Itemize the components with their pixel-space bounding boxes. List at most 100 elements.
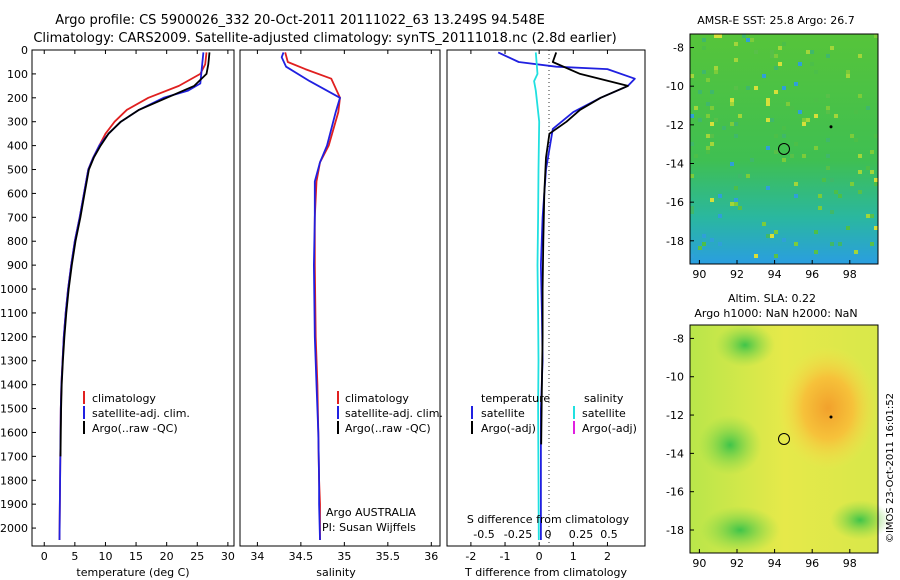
depth-tick-label: 1800 xyxy=(0,474,28,487)
lat-tick-label: -8 xyxy=(673,332,684,345)
sst-pixel xyxy=(858,94,862,98)
sst-pixel xyxy=(774,54,778,58)
float-owner-label: Argo AUSTRALIA xyxy=(326,506,416,519)
sst-pixel xyxy=(766,102,770,106)
sst-pixel xyxy=(790,106,794,110)
s-tick-label: 0.5 xyxy=(600,528,618,541)
sst-pixel xyxy=(858,154,862,158)
lon-tick-label: 96 xyxy=(805,268,819,281)
sla-ticks: 90 92 94 96 98 -8 -10 -12 -14 -16 -18 xyxy=(666,332,857,570)
sst-pixel xyxy=(794,194,798,198)
s-tick-label: -0.25 xyxy=(504,528,532,541)
sla-map: Altim. SLA: 0.22 Argo h1000: NaN h2000: … xyxy=(666,292,890,570)
sst-pixel xyxy=(702,242,706,246)
lon-tick-label: 96 xyxy=(805,557,819,570)
sst-pixel xyxy=(806,50,810,54)
sst-pixel xyxy=(710,238,714,242)
series-line xyxy=(540,52,629,445)
sst-pixel xyxy=(846,74,850,78)
series-line xyxy=(58,52,208,541)
track-dot xyxy=(829,415,833,419)
depth-tick-label: 400 xyxy=(7,140,28,153)
depth-tick-label: 200 xyxy=(7,92,28,105)
legend-label-climatology: climatology xyxy=(92,392,156,405)
lon-tick-label: 92 xyxy=(730,268,744,281)
series-line xyxy=(533,52,541,541)
temperature-xlabel: temperature (deg C) xyxy=(76,566,189,579)
sst-pixel xyxy=(838,242,842,246)
sst-pixel xyxy=(818,194,822,198)
depth-tick-label: 600 xyxy=(7,187,28,200)
difference-panel: -2 -1 0 1 2 -0.5 -0.25 0 0.25 0.5 S differen… xyxy=(446,49,646,579)
argo-position-marker xyxy=(778,433,790,445)
depth-tick-label: 1700 xyxy=(0,450,28,463)
sst-pixel xyxy=(802,154,806,158)
lon-tick-label: 94 xyxy=(768,268,782,281)
sst-pixel xyxy=(690,254,694,258)
sst-pixel xyxy=(730,122,734,126)
sst-field-texture xyxy=(690,34,878,258)
sst-pixel xyxy=(874,134,878,138)
legend-label-climatology: climatology xyxy=(345,392,409,405)
legend-label-satellite: satellite-adj. clim. xyxy=(92,407,190,420)
difference-profiles xyxy=(497,51,636,541)
x-tick-label: 5 xyxy=(71,550,78,563)
sst-pixel xyxy=(734,58,738,62)
sst-pixel xyxy=(698,118,702,122)
temperature-axes-frame xyxy=(31,49,235,547)
sst-pixel xyxy=(770,118,774,122)
sst-pixel xyxy=(794,142,798,146)
sst-pixel xyxy=(766,118,770,122)
sst-pixel xyxy=(766,146,770,150)
sst-pixel xyxy=(810,62,814,66)
sst-pixel xyxy=(706,134,710,138)
salinity-xlabel: salinity xyxy=(316,566,356,579)
sst-pixel xyxy=(718,214,722,218)
depth-tick-label: 1000 xyxy=(0,283,28,296)
sst-pixel xyxy=(742,34,746,38)
legend-label-s-argo: Argo(-adj) xyxy=(582,422,637,435)
sst-pixel xyxy=(706,114,710,118)
lat-tick-label: -12 xyxy=(666,409,684,422)
sst-pixel xyxy=(762,74,766,78)
sst-pixel xyxy=(690,174,694,178)
lat-tick-label: -10 xyxy=(666,371,684,384)
sla-map-title: Altim. SLA: 0.22 xyxy=(728,292,816,305)
sst-pixel xyxy=(794,182,798,186)
sst-pixel xyxy=(774,90,778,94)
sst-pixel xyxy=(874,178,878,182)
x-tick-label: 25 xyxy=(190,550,204,563)
lon-tick-label: 98 xyxy=(843,557,857,570)
sst-pixel xyxy=(798,110,802,114)
sla-axes-frame xyxy=(689,324,879,554)
sst-pixel xyxy=(730,162,734,166)
sst-pixel xyxy=(766,98,770,102)
sst-pixel xyxy=(734,134,738,138)
sst-pixel xyxy=(714,70,718,74)
sst-pixel xyxy=(706,146,710,150)
sst-pixel xyxy=(738,174,742,178)
legend-label-s-satellite: satellite xyxy=(582,407,626,420)
sst-pixel xyxy=(734,198,738,202)
s-tick-label: 0 xyxy=(545,528,552,541)
sst-pixel xyxy=(734,122,738,126)
sst-pixel xyxy=(794,82,798,86)
sst-map-title: AMSR-E SST: 25.8 Argo: 26.7 xyxy=(697,14,855,27)
sst-pixel xyxy=(814,98,818,102)
x-tick-label: 2 xyxy=(604,550,611,563)
sst-pixel xyxy=(774,150,778,154)
sst-pixel xyxy=(814,70,818,74)
sst-pixel xyxy=(866,166,870,170)
credit-label: ©IMOS 23-Oct-2011 16:01:52 xyxy=(885,393,896,543)
float-pi-label: PI: Susan Wijffels xyxy=(322,521,416,534)
sst-pixel xyxy=(770,234,774,238)
sst-pixel xyxy=(770,54,774,58)
sst-pixel xyxy=(810,50,814,54)
sst-pixel xyxy=(806,118,810,122)
figure-title-line1: Argo profile: CS 5900026_332 20-Oct-2011… xyxy=(55,13,545,28)
sst-pixel xyxy=(766,234,770,238)
depth-tick-label: 100 xyxy=(7,68,28,81)
lat-tick-label: -14 xyxy=(666,447,684,460)
sst-pixel xyxy=(750,38,754,42)
depth-tick-label: 1900 xyxy=(0,498,28,511)
